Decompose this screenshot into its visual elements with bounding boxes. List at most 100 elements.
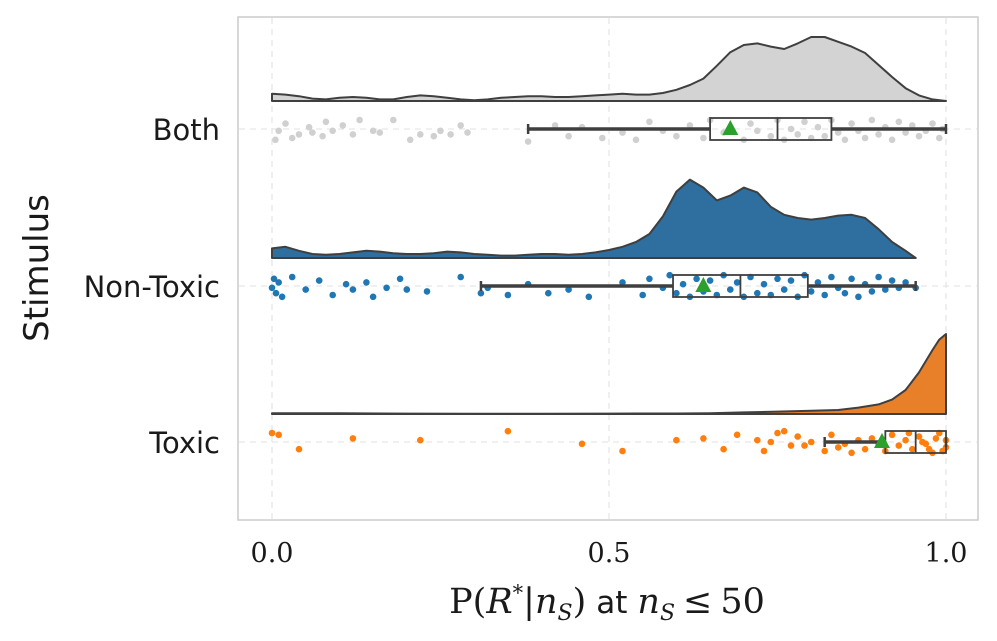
point-toxic-12 bbox=[754, 436, 761, 444]
x-label-leq: ≤ bbox=[683, 582, 712, 622]
point-toxic-9 bbox=[700, 435, 707, 442]
point-both-8 bbox=[322, 118, 330, 126]
x-label-word: at bbox=[596, 585, 627, 621]
point-non-toxic-15 bbox=[403, 286, 411, 293]
x-tick-2: 1.0 bbox=[925, 538, 968, 569]
point-both-50 bbox=[834, 129, 842, 136]
point-toxic-6 bbox=[578, 440, 586, 448]
point-non-toxic-50 bbox=[807, 288, 815, 295]
x-label-r-symbol: R bbox=[485, 582, 512, 622]
point-non-toxic-45 bbox=[774, 275, 781, 283]
point-non-toxic-42 bbox=[754, 289, 761, 297]
x-label-limit: 50 bbox=[720, 582, 765, 622]
point-both-58 bbox=[888, 136, 896, 144]
point-both-34 bbox=[700, 134, 707, 142]
point-both-15 bbox=[390, 116, 397, 124]
point-toxic-7 bbox=[619, 447, 626, 455]
point-both-65 bbox=[936, 134, 943, 142]
point-non-toxic-27 bbox=[646, 275, 653, 283]
point-both-19 bbox=[437, 127, 444, 135]
point-non-toxic-9 bbox=[342, 280, 350, 288]
x-label-close: ) bbox=[573, 582, 587, 622]
point-non-toxic-31 bbox=[679, 280, 687, 288]
point-toxic-0 bbox=[268, 429, 276, 437]
point-non-toxic-38 bbox=[727, 286, 734, 293]
point-toxic-17 bbox=[787, 442, 795, 449]
point-non-toxic-22 bbox=[545, 289, 552, 297]
point-toxic-13 bbox=[760, 447, 768, 455]
y-tick-toxic: Toxic bbox=[148, 426, 220, 460]
point-both-24 bbox=[551, 122, 559, 129]
point-non-toxic-35 bbox=[706, 277, 714, 284]
point-toxic-23 bbox=[834, 444, 842, 451]
point-toxic-42 bbox=[932, 435, 940, 442]
point-toxic-1 bbox=[275, 431, 283, 439]
point-both-1 bbox=[275, 127, 283, 135]
x-axis-label: P(R*|nS) at nS ≤50 bbox=[449, 581, 765, 626]
point-both-39 bbox=[754, 127, 761, 135]
point-non-toxic-43 bbox=[760, 280, 768, 288]
point-non-toxic-3 bbox=[275, 279, 283, 286]
point-toxic-28 bbox=[868, 435, 876, 442]
point-both-43 bbox=[787, 125, 795, 133]
point-both-0 bbox=[272, 136, 279, 144]
mean-marker-both bbox=[722, 120, 739, 135]
point-non-toxic-7 bbox=[315, 277, 323, 284]
point-non-toxic-60 bbox=[875, 273, 882, 281]
rain-points bbox=[268, 116, 950, 457]
point-non-toxic-0 bbox=[268, 284, 276, 292]
point-non-toxic-61 bbox=[882, 286, 889, 293]
point-both-29 bbox=[632, 136, 640, 144]
point-non-toxic-10 bbox=[349, 286, 357, 293]
point-toxic-19 bbox=[801, 442, 808, 449]
point-non-toxic-39 bbox=[733, 279, 741, 286]
point-non-toxic-11 bbox=[363, 279, 370, 286]
point-both-60 bbox=[902, 129, 909, 136]
point-both-30 bbox=[646, 118, 653, 126]
point-both-51 bbox=[841, 136, 849, 144]
x-label-lead: P( bbox=[449, 582, 486, 622]
y-tick-labels: Both Non-Toxic Toxic bbox=[84, 113, 220, 460]
point-non-toxic-6 bbox=[302, 286, 310, 293]
point-both-4 bbox=[295, 131, 303, 138]
point-non-toxic-30 bbox=[673, 289, 680, 297]
point-non-toxic-62 bbox=[888, 277, 896, 284]
x-tick-1: 0.5 bbox=[588, 538, 631, 569]
point-both-12 bbox=[356, 116, 363, 124]
point-non-toxic-59 bbox=[868, 288, 876, 295]
point-non-toxic-16 bbox=[423, 288, 431, 295]
point-both-5 bbox=[305, 123, 313, 131]
density-clouds bbox=[271, 36, 947, 415]
point-both-40 bbox=[767, 132, 775, 140]
point-both-22 bbox=[464, 129, 471, 136]
point-toxic-11 bbox=[733, 431, 741, 439]
point-non-toxic-17 bbox=[457, 273, 465, 281]
point-both-6 bbox=[309, 129, 316, 136]
point-both-45 bbox=[801, 118, 808, 126]
x-label-n-symbol-2: n bbox=[637, 582, 660, 622]
point-non-toxic-46 bbox=[780, 286, 788, 293]
box-plots bbox=[479, 117, 948, 454]
point-toxic-3 bbox=[349, 435, 357, 442]
point-toxic-22 bbox=[828, 431, 835, 439]
x-label-star: * bbox=[513, 581, 524, 605]
point-non-toxic-8 bbox=[329, 291, 337, 299]
point-non-toxic-23 bbox=[565, 286, 572, 293]
point-both-11 bbox=[349, 131, 357, 138]
point-both-2 bbox=[282, 120, 289, 127]
point-toxic-32 bbox=[895, 442, 903, 449]
point-both-14 bbox=[376, 129, 384, 136]
y-tick-non-toxic: Non-Toxic bbox=[84, 270, 220, 304]
point-non-toxic-5 bbox=[288, 273, 296, 281]
point-both-27 bbox=[599, 134, 606, 142]
point-non-toxic-25 bbox=[619, 279, 626, 286]
point-non-toxic-4 bbox=[278, 293, 286, 301]
point-non-toxic-13 bbox=[383, 284, 390, 292]
point-toxic-5 bbox=[504, 427, 512, 435]
point-non-toxic-14 bbox=[396, 275, 404, 283]
point-toxic-14 bbox=[767, 438, 775, 446]
point-non-toxic-57 bbox=[855, 293, 862, 301]
point-both-3 bbox=[288, 134, 296, 142]
point-non-toxic-64 bbox=[902, 279, 909, 286]
point-toxic-21 bbox=[821, 447, 828, 455]
